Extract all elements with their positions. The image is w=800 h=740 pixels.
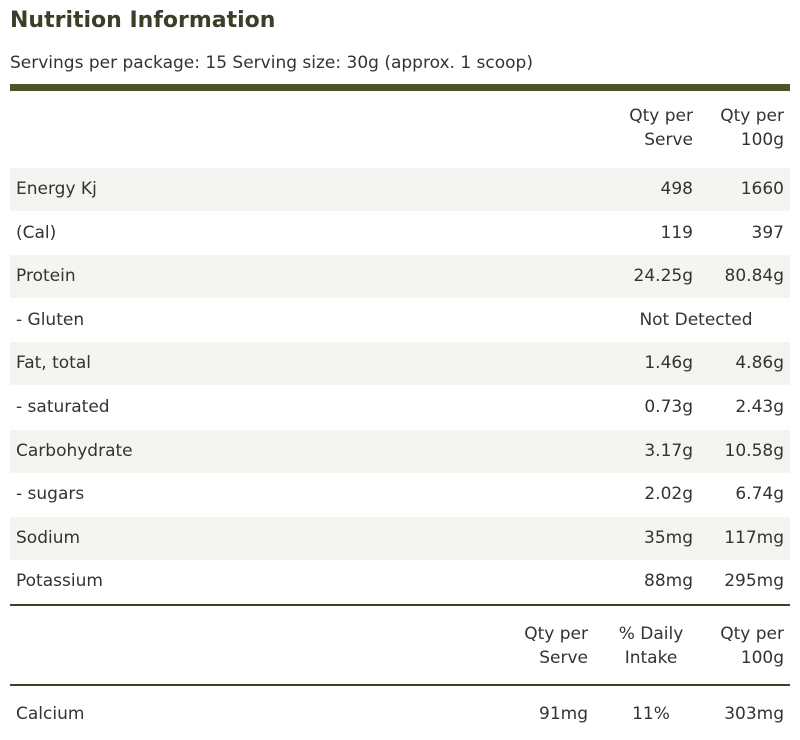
table-row: Energy Kj 498 1660 [10, 168, 790, 211]
table-row: Fat, total 1.46g 4.86g [10, 342, 790, 385]
header-qty-per-serve-line2: Serve [644, 130, 693, 150]
qty-per-100g-value: 295mg [724, 571, 784, 591]
row-label: Protein [16, 266, 76, 286]
header-qty-per-serve: Qty per Serve [629, 104, 693, 152]
row-label: (Cal) [16, 223, 57, 243]
row-label: - saturated [16, 397, 110, 417]
qty-per-serve-value: 0.73g [644, 397, 693, 417]
header2-qty-per-100g: Qty per 100g [720, 622, 784, 670]
header2-qty-per-serve: Qty per Serve [524, 622, 588, 670]
qty-per-100g-value: 117mg [724, 528, 784, 548]
table-row: - saturated 0.73g 2.43g [10, 386, 790, 429]
table-row: Carbohydrate 3.17g 10.58g [10, 430, 790, 473]
row-label: Energy Kj [16, 179, 97, 199]
table-row: - sugars 2.02g 6.74g [10, 473, 790, 516]
header-qty-per-serve-line1: Qty per [629, 106, 693, 126]
header2-qty-per-serve-line2: Serve [539, 648, 588, 668]
top-divider [10, 84, 790, 91]
page-title: Nutrition Information [10, 8, 276, 33]
qty-per-serve-value: 91mg [539, 704, 588, 724]
table-row: Sodium 35mg 117mg [10, 517, 790, 560]
qty-per-serve-value: 2.02g [644, 484, 693, 504]
qty-per-100g-value: 1660 [740, 179, 784, 199]
qty-per-serve-value: 24.25g [633, 266, 693, 286]
qty-per-serve-value: 35mg [644, 528, 693, 548]
header-qty-per-100g-line1: Qty per [720, 106, 784, 126]
header2-daily-intake-line2: Intake [624, 648, 678, 668]
table-divider [10, 604, 790, 606]
qty-per-100g-value: 4.86g [735, 353, 784, 373]
table-row: Calcium 91mg 11% 303mg [10, 693, 790, 736]
qty-per-100g-value: 10.58g [724, 441, 784, 461]
header2-qty-per-100g-line1: Qty per [720, 624, 784, 644]
header-qty-per-100g-line2: 100g [740, 130, 784, 150]
qty-per-100g-value: 397 [751, 223, 784, 243]
row-label: Calcium [16, 704, 85, 724]
qty-per-serve-value: 88mg [644, 571, 693, 591]
row-label: Fat, total [16, 353, 91, 373]
row-label: Carbohydrate [16, 441, 133, 461]
qty-per-100g-value: 2.43g [735, 397, 784, 417]
table2-divider [10, 684, 790, 686]
qty-per-serve-value: 498 [660, 179, 693, 199]
qty-per-serve-value: 3.17g [644, 441, 693, 461]
header2-daily-intake-line1: % Daily [618, 624, 684, 644]
servings-info: Servings per package: 15 Serving size: 3… [10, 53, 533, 73]
header2-daily-intake: % Daily Intake [606, 622, 696, 670]
header-qty-per-100g: Qty per 100g [720, 104, 784, 152]
qty-per-serve-value: 1.46g [644, 353, 693, 373]
table-row: (Cal) 119 397 [10, 212, 790, 255]
row-label: - Gluten [16, 310, 85, 330]
table-row: Potassium 88mg 295mg [10, 560, 790, 603]
header2-qty-per-100g-line2: 100g [740, 648, 784, 668]
qty-per-100g-value: 80.84g [724, 266, 784, 286]
combined-value: Not Detected [639, 310, 753, 330]
row-label: Potassium [16, 571, 103, 591]
row-label: Sodium [16, 528, 81, 548]
qty-per-100g-value: 303mg [724, 704, 784, 724]
row-label: - sugars [16, 484, 85, 504]
table-row: - Gluten Not Detected [10, 299, 790, 342]
qty-per-100g-value: 6.74g [735, 484, 784, 504]
header2-qty-per-serve-line1: Qty per [524, 624, 588, 644]
table-row: Protein 24.25g 80.84g [10, 255, 790, 298]
qty-per-serve-value: 119 [660, 223, 693, 243]
daily-intake-value: 11% [632, 704, 670, 724]
